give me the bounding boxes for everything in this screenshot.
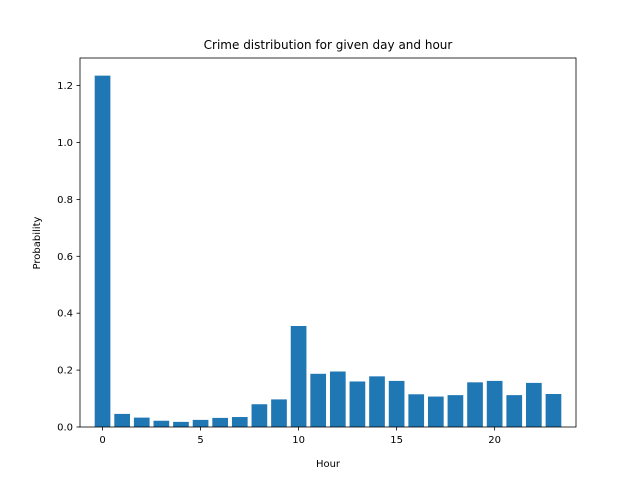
bar-hour-14 [369,376,385,427]
bar-hour-3 [153,420,170,427]
bar-hour-10 [290,326,307,427]
bar-hour-4 [173,421,189,427]
y-tick-label: 0.0 [57,423,73,434]
y-tick-label: 0.8 [57,195,73,206]
x-axis-ticks: 0 5 10 15 20 [99,427,501,446]
bar-hour-11 [310,373,327,427]
bar-hour-21 [506,395,523,427]
bar-hour-22 [526,382,542,427]
bar-hour-17 [427,396,444,427]
bar-hour-20 [486,380,503,427]
y-tick-label: 0.6 [57,252,73,263]
x-tick-label: 20 [488,435,501,446]
bar-hour-7 [231,417,248,427]
y-tick-label: 1.2 [57,81,73,92]
x-tick-label: 5 [197,435,203,446]
bar-hour-16 [408,394,425,427]
bar-hour-19 [467,382,483,427]
bar-hour-13 [349,381,366,427]
x-axis-label: Hour [316,459,341,470]
bar-hour-0 [94,75,111,428]
x-tick-label: 10 [292,435,305,446]
bar-hour-12 [329,371,346,427]
x-tick-label: 0 [99,435,105,446]
bar-hour-1 [114,413,130,427]
bar-hour-15 [388,380,405,427]
bar-hour-6 [212,417,229,427]
y-tick-label: 0.4 [57,309,73,320]
bar-hour-8 [251,404,268,427]
bars [94,75,562,428]
bar-hour-18 [447,395,464,427]
y-tick-label: 1.0 [57,138,73,149]
y-tick-label: 0.2 [57,366,73,377]
y-axis-ticks: 0.0 0.2 0.4 0.6 0.8 1.0 1.2 [57,81,80,434]
chart-title: Crime distribution for given day and hou… [204,38,453,52]
bar-hour-9 [271,399,287,427]
plot-area: 0 5 10 15 20 0.0 0.2 0.4 0.6 0.8 1.0 1.2 [57,57,577,446]
y-axis-label: Probability [32,216,43,269]
bar-hour-23 [545,393,562,427]
x-tick-label: 15 [390,435,403,446]
bar-hour-2 [133,417,150,427]
axes-frame [79,57,577,428]
bar-hour-5 [192,419,209,427]
